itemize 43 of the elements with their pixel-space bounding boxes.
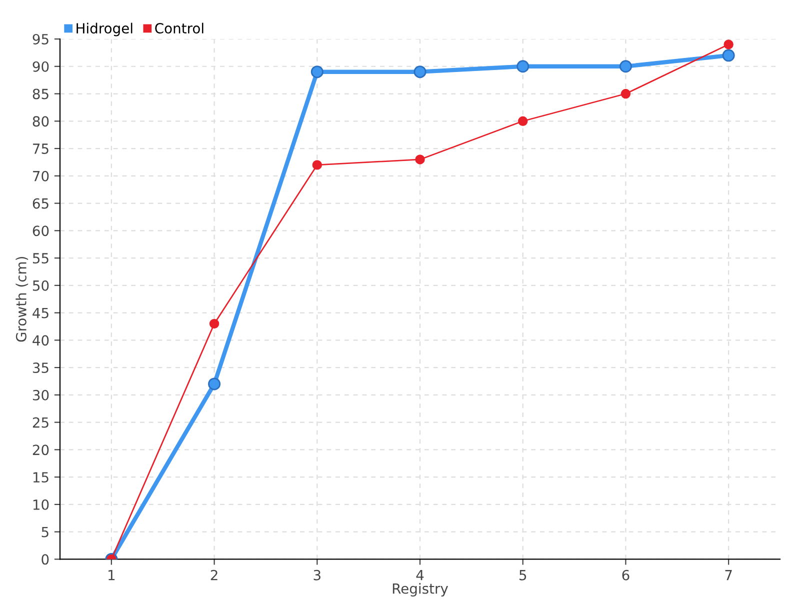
y-tick-label: 50 <box>32 280 49 291</box>
y-tick-label: 55 <box>32 253 48 264</box>
point <box>722 49 735 62</box>
y-axis-title: Growth (cm) <box>16 256 28 342</box>
point <box>518 116 528 126</box>
y-tick-label: 15 <box>33 472 48 483</box>
y-tick-label: 10 <box>33 499 49 510</box>
point <box>208 378 221 390</box>
y-tick-label: 30 <box>32 390 49 400</box>
y-tick-label: 70 <box>33 170 49 182</box>
x-tick-label: 1 <box>108 570 115 580</box>
point <box>312 160 322 170</box>
y-tick-label: 75 <box>33 144 48 154</box>
y-tick-label: 60 <box>32 226 49 236</box>
y-tick-label: 80 <box>32 116 49 127</box>
y-tick-label: 45 <box>32 308 48 318</box>
legend-label: Hidrogel <box>76 22 132 36</box>
x-tick-label: 4 <box>416 570 424 580</box>
legend-label: Control <box>155 22 204 34</box>
x-tick-label: 7 <box>725 570 732 580</box>
point <box>209 318 220 329</box>
y-tick-label: 5 <box>42 526 48 538</box>
point <box>415 154 425 164</box>
x-axis-title: Registry <box>392 583 448 596</box>
x-tick-label: 6 <box>622 570 630 580</box>
x-tick-label: 5 <box>520 570 526 580</box>
y-tick-label: 65 <box>32 198 48 209</box>
point <box>620 88 631 99</box>
point <box>414 66 426 78</box>
point <box>310 66 324 78</box>
x-tick-label: 3 <box>314 570 320 580</box>
x-tick-label: 2 <box>210 570 218 580</box>
y-tick-label: 85 <box>32 88 48 100</box>
y-tick-label: 20 <box>32 444 49 456</box>
point <box>724 40 734 50</box>
y-tick-label: 25 <box>32 417 48 428</box>
y-tick-label: 90 <box>32 61 49 72</box>
y-tick-label: 95 <box>32 34 48 44</box>
y-tick-label: 0 <box>42 554 49 565</box>
y-tick-label: 40 <box>32 335 49 346</box>
point <box>516 60 530 73</box>
point <box>619 60 632 73</box>
y-tick-label: 35 <box>32 362 48 374</box>
